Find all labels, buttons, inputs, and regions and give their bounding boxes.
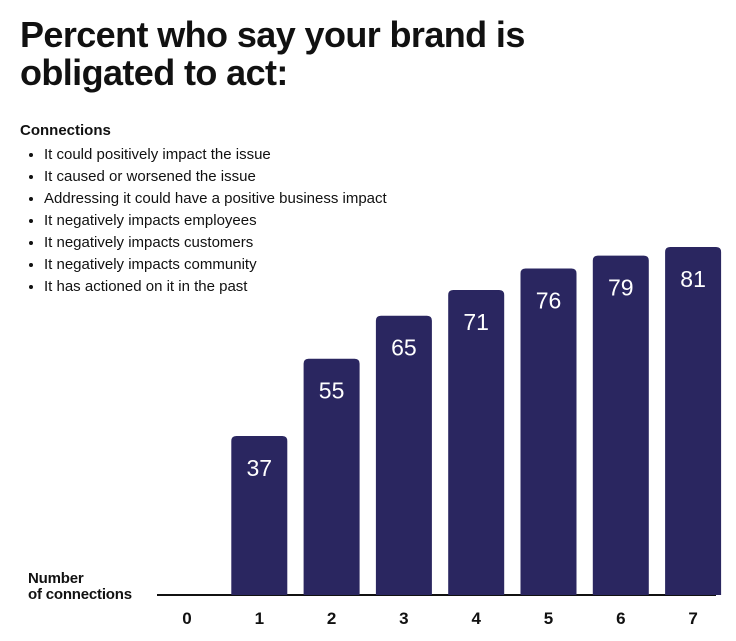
bar-7 bbox=[665, 247, 722, 595]
legend-item: It caused or worsened the issue bbox=[44, 166, 387, 188]
legend-item: It negatively impacts customers bbox=[44, 232, 387, 254]
bar-5 bbox=[520, 268, 577, 595]
data-label-2: 55 bbox=[319, 378, 345, 404]
bar-3 bbox=[375, 315, 432, 595]
bar-1 bbox=[231, 436, 288, 595]
data-label-5: 76 bbox=[536, 287, 562, 313]
x-axis-label: Number of connections bbox=[28, 571, 132, 603]
legend-heading: Connections bbox=[20, 122, 111, 139]
data-label-6: 79 bbox=[608, 275, 634, 301]
x-axis-label-line-1: Number bbox=[28, 570, 84, 587]
chart-title: Percent who say your brand is obligated … bbox=[20, 14, 525, 93]
legend-item: It negatively impacts employees bbox=[44, 210, 387, 232]
legend-item: It could positively impact the issue bbox=[44, 144, 387, 166]
x-axis-label-line-2: of connections bbox=[28, 586, 132, 603]
x-tick-label-3: 3 bbox=[399, 609, 408, 628]
data-label-1: 37 bbox=[247, 455, 273, 481]
data-label-4: 71 bbox=[463, 309, 489, 335]
x-tick-label-5: 5 bbox=[544, 609, 553, 628]
x-tick-label-7: 7 bbox=[688, 609, 697, 628]
data-label-7: 81 bbox=[680, 266, 706, 292]
bar-2 bbox=[303, 358, 360, 595]
data-label-3: 65 bbox=[391, 335, 417, 361]
x-tick-label-6: 6 bbox=[616, 609, 625, 628]
bar-4 bbox=[448, 289, 505, 595]
x-tick-label-2: 2 bbox=[327, 609, 336, 628]
bar-6 bbox=[592, 255, 649, 595]
legend: Connections It could positively impact t… bbox=[20, 122, 387, 298]
legend-list: It could positively impact the issue It … bbox=[20, 144, 387, 298]
x-tick-label-0: 0 bbox=[182, 609, 191, 628]
x-tick-label-4: 4 bbox=[471, 609, 481, 628]
legend-item: It has actioned on it in the past bbox=[44, 276, 387, 298]
legend-item: Addressing it could have a positive busi… bbox=[44, 188, 387, 210]
x-tick-label-1: 1 bbox=[255, 609, 264, 628]
legend-item: It negatively impacts community bbox=[44, 254, 387, 276]
